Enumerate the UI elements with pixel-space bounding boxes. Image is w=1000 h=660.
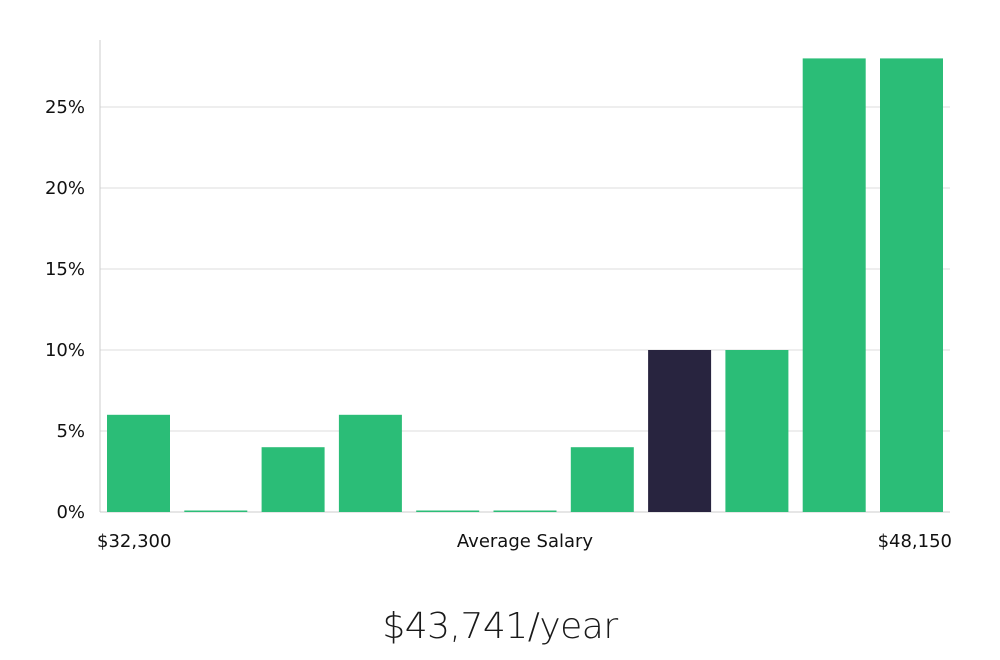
average-salary-value: $43,741/year <box>382 606 618 647</box>
bar-highlighted <box>648 350 712 512</box>
bar <box>493 510 557 512</box>
bar <box>338 414 402 512</box>
bar <box>416 510 480 512</box>
x-axis-label: Average Salary <box>457 531 594 552</box>
bar <box>107 414 170 512</box>
y-tick-label: 25% <box>45 97 85 118</box>
y-tick-label: 15% <box>45 259 85 280</box>
y-tick-label: 20% <box>45 178 85 199</box>
x-min-label: $32,300 <box>97 531 171 552</box>
bar <box>570 447 634 512</box>
bars <box>107 58 943 513</box>
y-tick-labels: 0% 5% 10% 15% 20% 25% <box>45 97 85 523</box>
bar <box>725 350 789 512</box>
bar <box>802 58 866 513</box>
y-tick-label: 0% <box>56 502 85 523</box>
y-tick-label: 5% <box>56 421 85 442</box>
salary-histogram-chart: 0%5%10%15%20%25% $32,300 Average Salary … <box>45 40 952 552</box>
x-max-label: $48,150 <box>878 531 952 552</box>
y-tick-label: 10% <box>45 340 85 361</box>
bar <box>184 510 248 512</box>
bar <box>261 447 325 512</box>
bar <box>880 58 943 513</box>
